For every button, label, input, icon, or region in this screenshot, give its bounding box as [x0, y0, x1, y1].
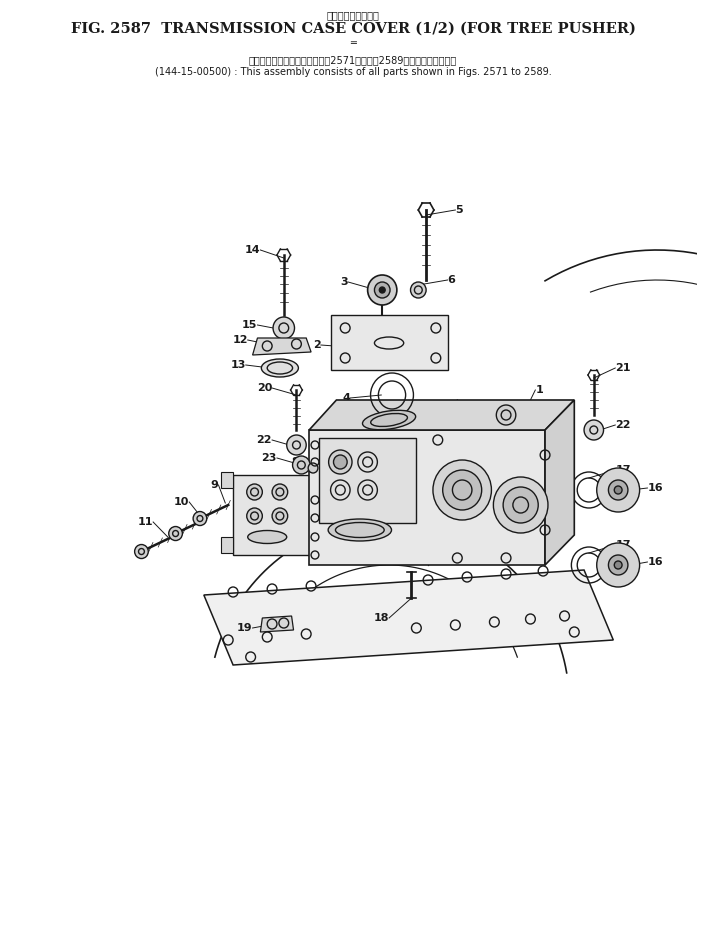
Text: このアセンブリの構成部品は第2571図から第2589図までございます。: このアセンブリの構成部品は第2571図から第2589図までございます。	[249, 55, 457, 65]
Circle shape	[135, 545, 148, 559]
Text: 16: 16	[647, 557, 663, 567]
Circle shape	[308, 463, 318, 473]
Text: 7: 7	[220, 475, 228, 485]
Circle shape	[292, 456, 310, 474]
Circle shape	[609, 480, 628, 500]
Circle shape	[246, 484, 263, 500]
Circle shape	[443, 470, 481, 510]
Text: 23: 23	[262, 453, 277, 463]
Circle shape	[410, 282, 426, 298]
Text: FIG. 2587  TRANSMISSION CASE COVER (1/2) (FOR TREE PUSHER): FIG. 2587 TRANSMISSION CASE COVER (1/2) …	[71, 22, 635, 36]
Circle shape	[433, 460, 491, 520]
Circle shape	[503, 487, 538, 523]
Polygon shape	[545, 400, 574, 565]
Text: 19: 19	[237, 623, 253, 633]
Circle shape	[614, 561, 622, 569]
Text: 14: 14	[245, 245, 261, 255]
Text: 18: 18	[373, 613, 389, 623]
Circle shape	[496, 405, 516, 425]
Polygon shape	[253, 338, 311, 355]
Text: 8: 8	[292, 457, 299, 467]
Circle shape	[614, 486, 622, 494]
Circle shape	[597, 468, 640, 512]
Text: 4: 4	[342, 393, 350, 403]
Text: 5: 5	[455, 205, 463, 215]
Text: 15: 15	[242, 320, 258, 330]
Circle shape	[272, 508, 287, 524]
Polygon shape	[309, 400, 574, 430]
Circle shape	[597, 543, 640, 587]
Circle shape	[379, 287, 385, 293]
Text: 16: 16	[647, 483, 663, 493]
Polygon shape	[204, 570, 614, 665]
Circle shape	[368, 275, 397, 305]
Text: 2: 2	[313, 340, 321, 350]
Text: 20: 20	[257, 383, 272, 393]
Polygon shape	[233, 475, 316, 555]
Text: 17: 17	[615, 465, 630, 475]
Text: 6: 6	[448, 275, 455, 285]
Text: 12: 12	[232, 335, 248, 345]
Polygon shape	[330, 315, 448, 370]
Text: 17: 17	[615, 540, 630, 550]
Text: 21: 21	[615, 363, 630, 373]
Text: ═: ═	[350, 38, 356, 48]
Circle shape	[272, 484, 287, 500]
Text: トランスミッション: トランスミッション	[327, 10, 379, 20]
Polygon shape	[309, 430, 545, 565]
Polygon shape	[261, 616, 294, 632]
Ellipse shape	[362, 410, 416, 430]
Text: 13: 13	[230, 360, 246, 370]
Circle shape	[609, 555, 628, 575]
Text: 1: 1	[535, 385, 543, 395]
Ellipse shape	[248, 531, 287, 544]
Polygon shape	[222, 537, 233, 553]
Circle shape	[333, 455, 347, 469]
Circle shape	[584, 420, 604, 440]
Circle shape	[287, 435, 306, 455]
Text: 11: 11	[138, 517, 153, 527]
Text: 22: 22	[256, 435, 272, 445]
Circle shape	[193, 512, 207, 525]
Circle shape	[246, 508, 263, 524]
Ellipse shape	[328, 519, 392, 541]
Ellipse shape	[261, 359, 299, 377]
Text: 3: 3	[340, 277, 348, 287]
Text: 9: 9	[210, 480, 218, 490]
Text: 10: 10	[174, 497, 189, 507]
Circle shape	[169, 527, 182, 540]
Circle shape	[374, 282, 390, 298]
Circle shape	[273, 317, 294, 339]
Bar	[319, 438, 417, 523]
Circle shape	[493, 477, 548, 533]
Polygon shape	[222, 472, 233, 488]
Circle shape	[328, 450, 352, 474]
Text: (144-15-00500) : This assembly consists of all parts shown in Figs. 2571 to 2589: (144-15-00500) : This assembly consists …	[155, 67, 551, 77]
Text: 22: 22	[615, 420, 630, 430]
